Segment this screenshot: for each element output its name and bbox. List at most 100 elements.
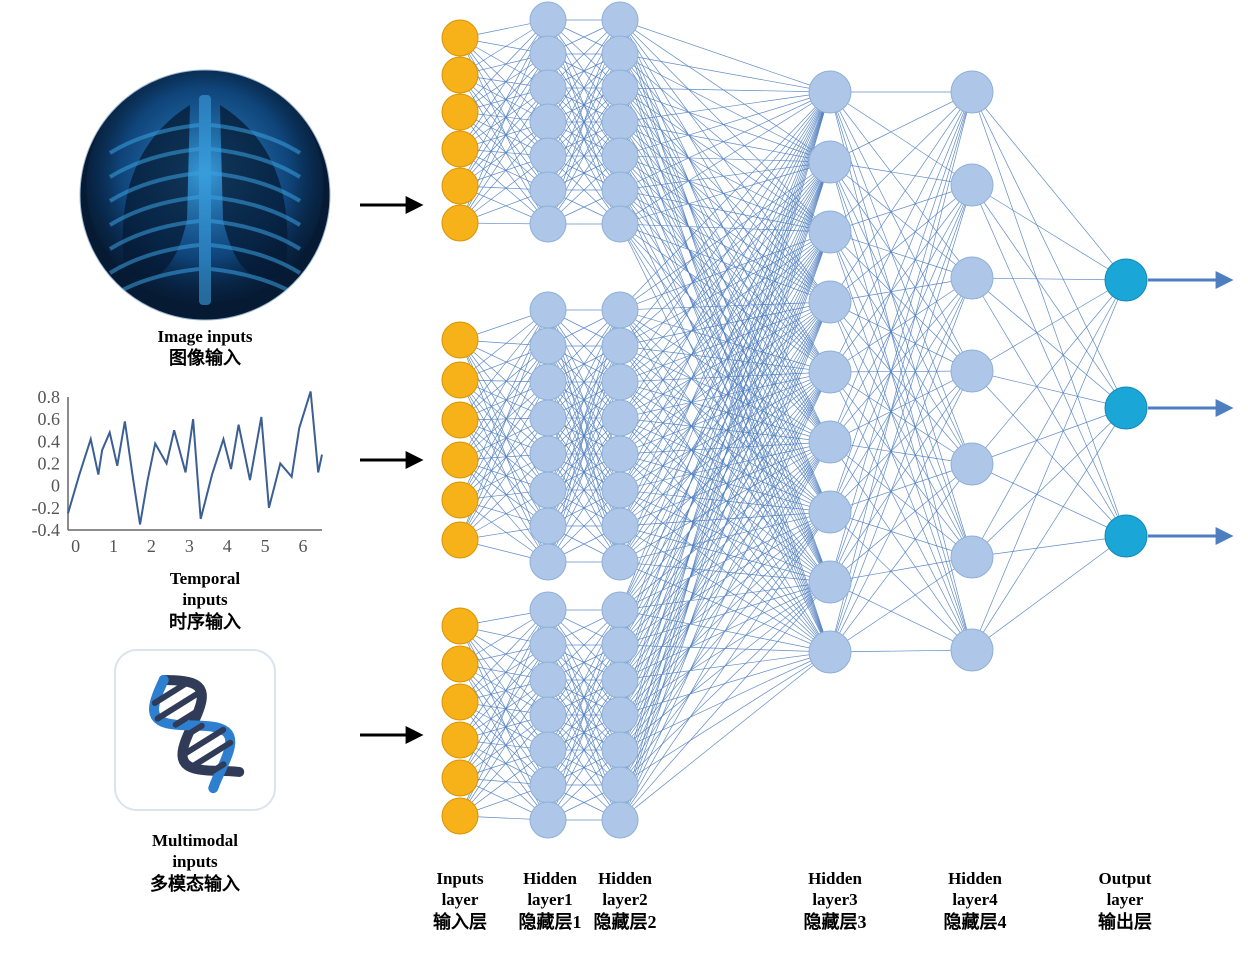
hidden-node bbox=[602, 292, 638, 328]
L_multi-en: Multimodal inputs bbox=[80, 830, 310, 873]
hidden-node bbox=[602, 172, 638, 208]
hidden-node bbox=[530, 364, 566, 400]
hidden-node bbox=[530, 472, 566, 508]
temporal-chart: 0.80.60.40.20-0.2-0.40123456 bbox=[32, 387, 323, 556]
label-hidden3: Hidden layer3隐藏层3 bbox=[790, 868, 880, 933]
output-node bbox=[1105, 515, 1147, 557]
L_h3-en: Hidden layer3 bbox=[790, 868, 880, 911]
hidden-node bbox=[602, 364, 638, 400]
label-image: Image inputs图像输入 bbox=[100, 326, 310, 370]
hidden-node bbox=[602, 104, 638, 140]
hidden-node bbox=[530, 328, 566, 364]
L_image-en: Image inputs bbox=[100, 326, 310, 347]
input-node bbox=[442, 205, 478, 241]
svg-text:5: 5 bbox=[261, 536, 270, 556]
input-node bbox=[442, 646, 478, 682]
hidden-node bbox=[809, 491, 851, 533]
hidden-node bbox=[602, 472, 638, 508]
hidden-node bbox=[809, 211, 851, 253]
label-inputs-layer: Inputs layer输入层 bbox=[420, 868, 500, 933]
label-hidden4: Hidden layer4隐藏层4 bbox=[930, 868, 1020, 933]
hidden-node bbox=[602, 206, 638, 242]
label-hidden1: Hidden layer1隐藏层1 bbox=[510, 868, 590, 933]
output-node bbox=[1105, 259, 1147, 301]
input-node bbox=[442, 168, 478, 204]
L_temporal-zh: 时序输入 bbox=[100, 611, 310, 634]
hidden-node bbox=[530, 436, 566, 472]
svg-text:-0.2: -0.2 bbox=[32, 498, 61, 518]
input-node bbox=[442, 57, 478, 93]
svg-text:0.4: 0.4 bbox=[38, 431, 61, 451]
hidden-node bbox=[951, 629, 993, 671]
input-node bbox=[442, 798, 478, 834]
hidden-node bbox=[602, 544, 638, 580]
L_h4-en: Hidden layer4 bbox=[930, 868, 1020, 911]
hidden-node bbox=[951, 443, 993, 485]
label-hidden2: Hidden layer2隐藏层2 bbox=[585, 868, 665, 933]
hidden-node bbox=[602, 70, 638, 106]
hidden-node bbox=[602, 400, 638, 436]
svg-text:6: 6 bbox=[299, 536, 308, 556]
hidden-node bbox=[530, 400, 566, 436]
hidden-node bbox=[809, 421, 851, 463]
svg-text:0: 0 bbox=[51, 476, 60, 496]
hidden-node bbox=[530, 104, 566, 140]
L_inputs-en: Inputs layer bbox=[420, 868, 500, 911]
input-node bbox=[442, 131, 478, 167]
hidden-node bbox=[530, 592, 566, 628]
hidden-node bbox=[951, 164, 993, 206]
L_h2-zh: 隐藏层2 bbox=[585, 911, 665, 934]
svg-text:0.2: 0.2 bbox=[38, 454, 61, 474]
L_h2-en: Hidden layer2 bbox=[585, 868, 665, 911]
input-node bbox=[442, 94, 478, 130]
input-node bbox=[442, 322, 478, 358]
svg-text:0.6: 0.6 bbox=[38, 409, 61, 429]
hidden-node bbox=[602, 2, 638, 38]
dna-icon bbox=[115, 650, 275, 810]
svg-text:-0.4: -0.4 bbox=[32, 520, 61, 540]
hidden-node bbox=[951, 536, 993, 578]
input-node bbox=[442, 482, 478, 518]
hidden-node bbox=[530, 70, 566, 106]
input-node bbox=[442, 760, 478, 796]
hidden-node bbox=[530, 172, 566, 208]
hidden-node bbox=[530, 802, 566, 838]
svg-text:0.8: 0.8 bbox=[38, 387, 61, 407]
input-node bbox=[442, 684, 478, 720]
hidden-node bbox=[809, 561, 851, 603]
hidden-node bbox=[530, 206, 566, 242]
input-node bbox=[442, 402, 478, 438]
hidden-node bbox=[530, 732, 566, 768]
hidden-node bbox=[530, 508, 566, 544]
input-node bbox=[442, 608, 478, 644]
hidden-node bbox=[602, 592, 638, 628]
input-node bbox=[442, 442, 478, 478]
hidden-node bbox=[530, 36, 566, 72]
hidden-node bbox=[530, 2, 566, 38]
hidden-node bbox=[602, 508, 638, 544]
L_image-zh: 图像输入 bbox=[100, 347, 310, 370]
L_out-en: Output layer bbox=[1080, 868, 1170, 911]
hidden-node bbox=[530, 544, 566, 580]
L_h4-zh: 隐藏层4 bbox=[930, 911, 1020, 934]
input-node bbox=[442, 362, 478, 398]
hidden-node bbox=[602, 138, 638, 174]
L_out-zh: 输出层 bbox=[1080, 911, 1170, 934]
hidden-node bbox=[602, 36, 638, 72]
L_h3-zh: 隐藏层3 bbox=[790, 911, 880, 934]
L_h1-en: Hidden layer1 bbox=[510, 868, 590, 911]
hidden-node bbox=[809, 281, 851, 323]
hidden-node bbox=[530, 697, 566, 733]
svg-text:1: 1 bbox=[109, 536, 118, 556]
hidden-node bbox=[530, 138, 566, 174]
hidden-node bbox=[602, 732, 638, 768]
input-node bbox=[442, 522, 478, 558]
label-output: Output layer输出层 bbox=[1080, 868, 1170, 933]
xray-icon bbox=[80, 66, 330, 320]
hidden-node bbox=[530, 662, 566, 698]
label-multimodal: Multimodal inputs多模态输入 bbox=[80, 830, 310, 895]
hidden-node bbox=[602, 767, 638, 803]
hidden-node bbox=[530, 292, 566, 328]
output-node bbox=[1105, 387, 1147, 429]
L_multi-zh: 多模态输入 bbox=[80, 873, 310, 896]
